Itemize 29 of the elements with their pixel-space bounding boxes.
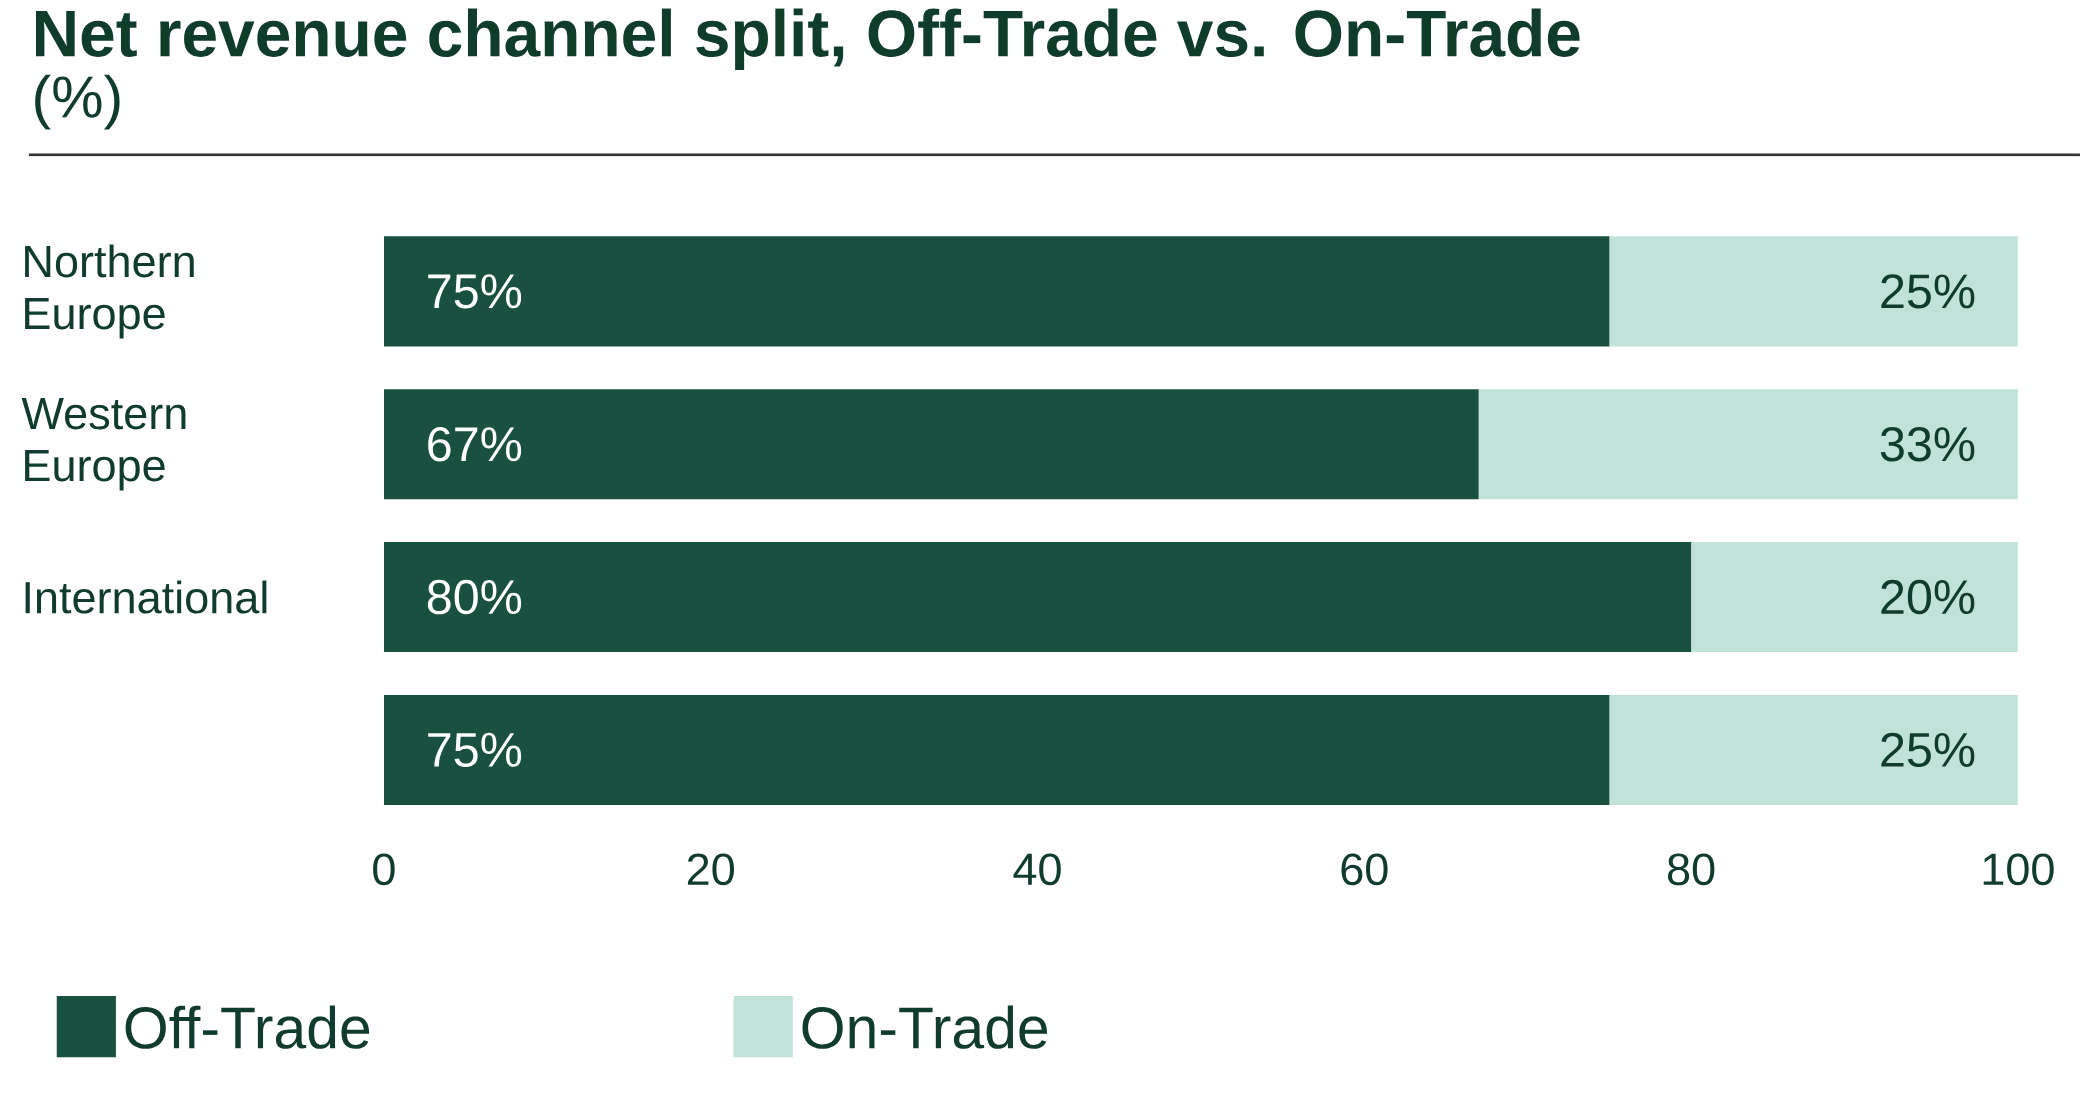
data-label: 75% — [428, 733, 522, 768]
x-tick-label: 60 — [1341, 853, 1388, 886]
chart-title: Net revenue channel split, Off-Trade vs. On-Trade — [35, 8, 1580, 71]
data-label: 25% — [1881, 732, 1975, 768]
bar — [383, 236, 1610, 347]
data-label: 80% — [427, 580, 522, 615]
data-label: 25% — [1881, 274, 1975, 309]
legend-label: On-Trade — [802, 1005, 1048, 1050]
chart-subtitle: (%) — [35, 74, 120, 130]
bar — [383, 542, 1692, 653]
data-label: 20% — [1881, 580, 1975, 615]
bar — [1478, 389, 2018, 500]
x-tick-label: 40 — [1013, 853, 1061, 886]
x-tick-label: 20 — [687, 853, 734, 886]
y-tick-label: Northern Europe — [25, 244, 194, 339]
y-tick-label: International — [25, 580, 267, 614]
bar — [383, 389, 1479, 500]
bar — [1609, 695, 2018, 806]
x-tick-label: 0 — [373, 853, 395, 886]
y-tick-label: Western Europe — [21, 398, 186, 491]
bar — [1691, 542, 2018, 653]
x-tick-label: 100 — [1983, 853, 2054, 886]
bar — [383, 695, 1610, 806]
data-label: 33% — [1880, 427, 1975, 462]
data-label: 67% — [428, 427, 522, 462]
legend-label: Off-Trade — [125, 1005, 370, 1050]
bar — [1609, 236, 2018, 347]
x-tick-label: 80 — [1667, 853, 1715, 886]
data-label: 75% — [428, 274, 522, 309]
